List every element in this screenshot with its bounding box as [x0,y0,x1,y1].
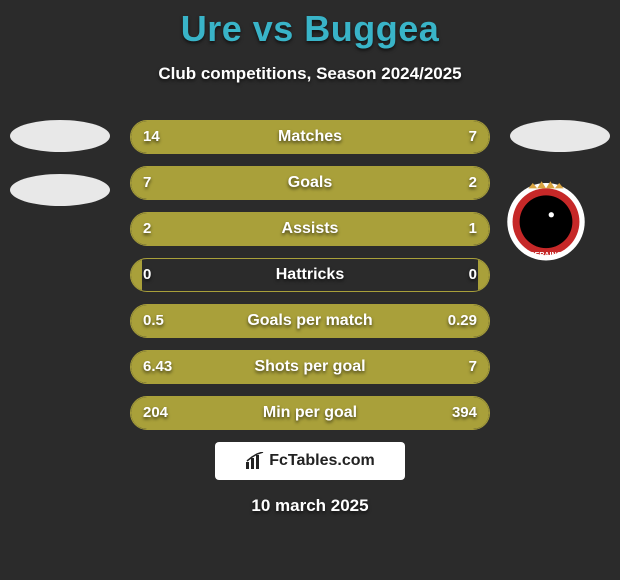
stat-value-right: 1 [469,213,477,245]
stat-label: Assists [131,213,489,245]
stat-label: Matches [131,121,489,153]
page-title: Ure vs Buggea [0,0,620,50]
stat-row: 6.43Shots per goal7 [130,350,490,384]
logo-text: FcTables.com [269,452,375,470]
stat-row: 14Matches7 [130,120,490,154]
stat-row: 0Hattricks0 [130,258,490,292]
club-badge: SERAING [502,176,590,264]
stats-container: 14Matches77Goals22Assists10Hattricks00.5… [130,120,490,442]
stat-row: 7Goals2 [130,166,490,200]
stat-value-right: 7 [469,121,477,153]
oval-placeholder [10,174,110,206]
chart-icon [245,452,265,470]
svg-text:SERAING: SERAING [530,252,563,259]
stat-label: Shots per goal [131,351,489,383]
stat-value-right: 0.29 [448,305,477,337]
stat-value-right: 7 [469,351,477,383]
stat-row: 0.5Goals per match0.29 [130,304,490,338]
left-player-placeholder [10,120,110,228]
stat-label: Min per goal [131,397,489,429]
stat-value-right: 0 [469,259,477,291]
stat-row: 204Min per goal394 [130,396,490,430]
fctables-logo[interactable]: FcTables.com [215,442,405,480]
right-player-placeholder [510,120,610,174]
stat-label: Goals per match [131,305,489,337]
stat-value-right: 394 [452,397,477,429]
subtitle: Club competitions, Season 2024/2025 [0,64,620,84]
oval-placeholder [10,120,110,152]
oval-placeholder [510,120,610,152]
date-text: 10 march 2025 [0,496,620,516]
stat-row: 2Assists1 [130,212,490,246]
stat-value-right: 2 [469,167,477,199]
stat-label: Goals [131,167,489,199]
stat-label: Hattricks [131,259,489,291]
